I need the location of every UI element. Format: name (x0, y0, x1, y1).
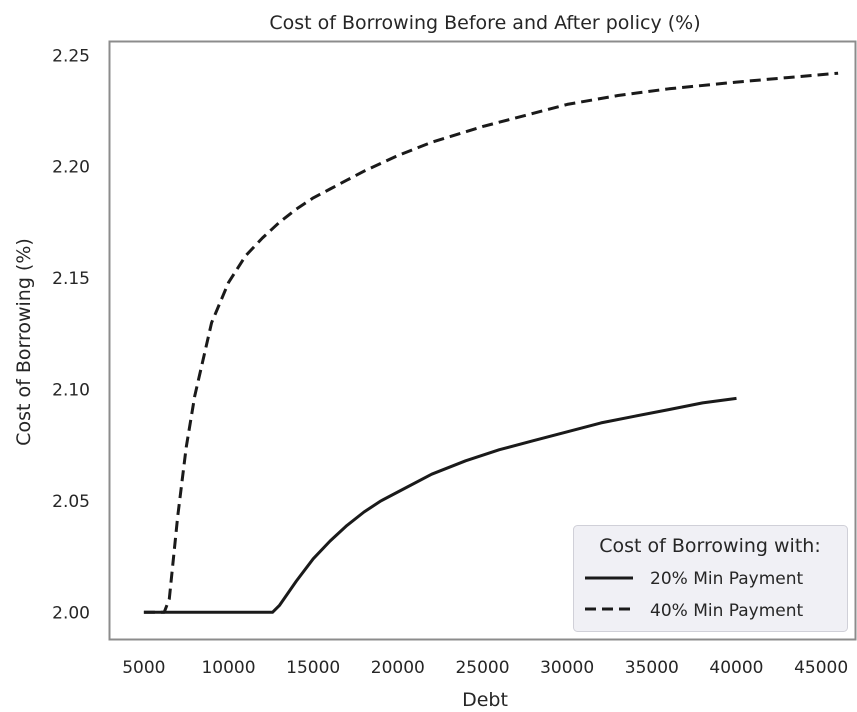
y-tick-label: 2.05 (52, 492, 90, 512)
legend: Cost of Borrowing with: 20% Min Payment … (573, 525, 848, 632)
x-tick-label: 30000 (540, 658, 594, 678)
x-tick-label: 45000 (794, 658, 848, 678)
x-tick-label: 10000 (201, 658, 255, 678)
legend-entry-20: 20% Min Payment (650, 569, 804, 589)
legend-title: Cost of Borrowing with: (599, 535, 820, 557)
series-line-20-percent (143, 396, 737, 614)
x-tick-label: 25000 (455, 658, 509, 678)
x-tick-label: 40000 (709, 658, 763, 678)
x-axis-label: Debt (462, 689, 508, 711)
y-tick-label: 2.10 (52, 381, 90, 401)
x-tick-label: 20000 (371, 658, 425, 678)
x-tick-label: 15000 (286, 658, 340, 678)
y-axis-ticks: 2.00 2.05 2.10 2.15 2.20 2.25 (52, 46, 90, 623)
legend-box (573, 525, 848, 632)
y-tick-label: 2.00 (52, 603, 90, 623)
y-tick-label: 2.15 (52, 269, 90, 289)
legend-entry-40: 40% Min Payment (650, 601, 804, 621)
x-tick-label: 35000 (625, 658, 679, 678)
series-lines (143, 71, 839, 614)
y-tick-label: 2.20 (52, 158, 90, 178)
x-axis-ticks: 5000 10000 15000 20000 25000 30000 35000 40000 4… (122, 658, 848, 678)
y-tick-label: 2.25 (52, 46, 90, 66)
y-axis-label: Cost of Borrowing (%) (13, 238, 35, 446)
series-line-40-percent (143, 71, 839, 614)
x-tick-label: 5000 (122, 658, 165, 678)
chart-title: Cost of Borrowing Before and After polic… (269, 12, 700, 34)
